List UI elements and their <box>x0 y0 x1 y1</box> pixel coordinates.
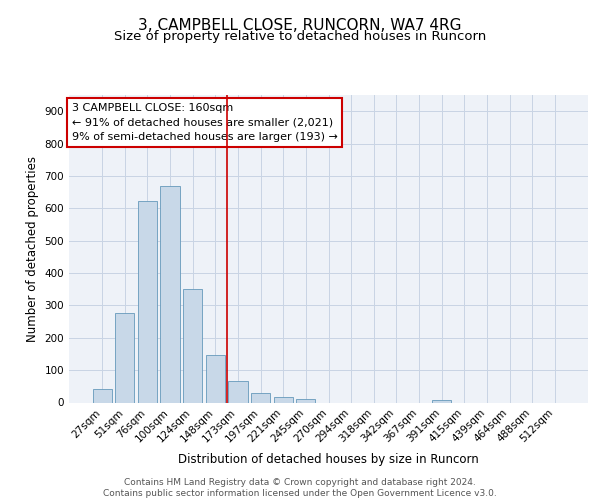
Bar <box>229 382 248 402</box>
Text: 3, CAMPBELL CLOSE, RUNCORN, WA7 4RG: 3, CAMPBELL CLOSE, RUNCORN, WA7 4RG <box>138 18 462 32</box>
Bar <box>432 400 451 402</box>
Bar <box>138 201 157 402</box>
Text: Contains HM Land Registry data © Crown copyright and database right 2024.
Contai: Contains HM Land Registry data © Crown c… <box>103 478 497 498</box>
Y-axis label: Number of detached properties: Number of detached properties <box>26 156 39 342</box>
Bar <box>92 389 112 402</box>
Bar <box>115 312 134 402</box>
Text: 3 CAMPBELL CLOSE: 160sqm
← 91% of detached houses are smaller (2,021)
9% of semi: 3 CAMPBELL CLOSE: 160sqm ← 91% of detach… <box>71 102 337 142</box>
Bar <box>183 289 202 403</box>
Bar <box>296 398 316 402</box>
Bar <box>160 186 180 402</box>
Text: Size of property relative to detached houses in Runcorn: Size of property relative to detached ho… <box>114 30 486 43</box>
X-axis label: Distribution of detached houses by size in Runcorn: Distribution of detached houses by size … <box>178 452 479 466</box>
Bar <box>274 396 293 402</box>
Bar <box>251 394 270 402</box>
Bar <box>206 354 225 403</box>
